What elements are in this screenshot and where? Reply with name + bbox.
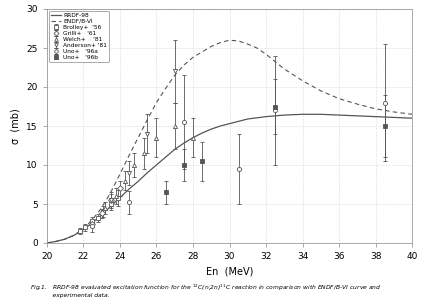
ENDF/B-VI [218, 41, 223, 44]
ENDF/B-VI [254, 46, 259, 50]
ENDF/B-VI [236, 39, 241, 43]
Y-axis label: σ  (mb): σ (mb) [11, 108, 21, 144]
RRDF-98 [163, 155, 168, 159]
RRDF-98 [117, 196, 122, 200]
ENDF/B-VI [337, 97, 342, 101]
ENDF/B-VI [181, 63, 187, 67]
RRDF-98 [300, 112, 305, 116]
RRDF-98 [373, 115, 378, 119]
ENDF/B-VI [62, 237, 68, 241]
ENDF/B-VI [163, 87, 168, 90]
RRDF-98 [200, 131, 205, 135]
RRDF-98 [190, 136, 196, 140]
RRDF-98 [172, 148, 177, 151]
RRDF-98 [44, 241, 49, 245]
RRDF-98 [282, 113, 287, 117]
RRDF-98 [99, 213, 104, 217]
ENDF/B-VI [200, 50, 205, 54]
ENDF/B-VI [136, 136, 141, 140]
ENDF/B-VI [282, 67, 287, 71]
RRDF-98 [181, 141, 187, 145]
RRDF-98 [337, 113, 342, 117]
ENDF/B-VI [44, 241, 49, 245]
RRDF-98 [154, 163, 159, 167]
ENDF/B-VI [209, 45, 214, 48]
Legend: RRDF-98, ENDF/B-VI, Brolley+  '56, Grilli+   '61, Welch+    '81, Anderson+ '81, : RRDF-98, ENDF/B-VI, Brolley+ '56, Grilli… [48, 11, 109, 61]
ENDF/B-VI [99, 206, 104, 210]
Text: Fig.1.   RRDF-98 evaluated excitation function for the $^{12}$C(n,2n)$^{11}$C re: Fig.1. RRDF-98 evaluated excitation func… [30, 282, 381, 298]
ENDF/B-VI [318, 89, 323, 93]
ENDF/B-VI [355, 102, 360, 106]
Line: RRDF-98: RRDF-98 [47, 114, 412, 243]
ENDF/B-VI [117, 172, 122, 176]
RRDF-98 [209, 127, 214, 131]
RRDF-98 [410, 116, 415, 120]
RRDF-98 [136, 180, 141, 183]
RRDF-98 [54, 240, 59, 243]
ENDF/B-VI [81, 227, 86, 231]
ENDF/B-VI [391, 110, 397, 114]
RRDF-98 [245, 117, 250, 121]
RRDF-98 [145, 171, 150, 175]
RRDF-98 [318, 112, 323, 116]
RRDF-98 [227, 122, 232, 125]
RRDF-98 [90, 221, 95, 224]
X-axis label: En  (MeV): En (MeV) [206, 267, 253, 277]
ENDF/B-VI [172, 74, 177, 77]
RRDF-98 [62, 237, 68, 241]
RRDF-98 [218, 124, 223, 128]
ENDF/B-VI [154, 101, 159, 104]
ENDF/B-VI [72, 233, 77, 237]
RRDF-98 [391, 116, 397, 119]
ENDF/B-VI [145, 118, 150, 122]
RRDF-98 [108, 205, 113, 208]
ENDF/B-VI [227, 38, 232, 42]
ENDF/B-VI [54, 240, 59, 243]
ENDF/B-VI [373, 107, 378, 111]
Line: ENDF/B-VI: ENDF/B-VI [47, 40, 412, 243]
RRDF-98 [127, 188, 132, 191]
RRDF-98 [72, 233, 77, 237]
RRDF-98 [81, 228, 86, 232]
ENDF/B-VI [90, 218, 95, 221]
ENDF/B-VI [108, 190, 113, 194]
ENDF/B-VI [245, 42, 250, 46]
ENDF/B-VI [127, 154, 132, 158]
RRDF-98 [264, 115, 269, 119]
ENDF/B-VI [410, 112, 415, 116]
ENDF/B-VI [300, 79, 305, 83]
ENDF/B-VI [190, 56, 196, 59]
ENDF/B-VI [264, 52, 269, 56]
RRDF-98 [355, 114, 360, 118]
